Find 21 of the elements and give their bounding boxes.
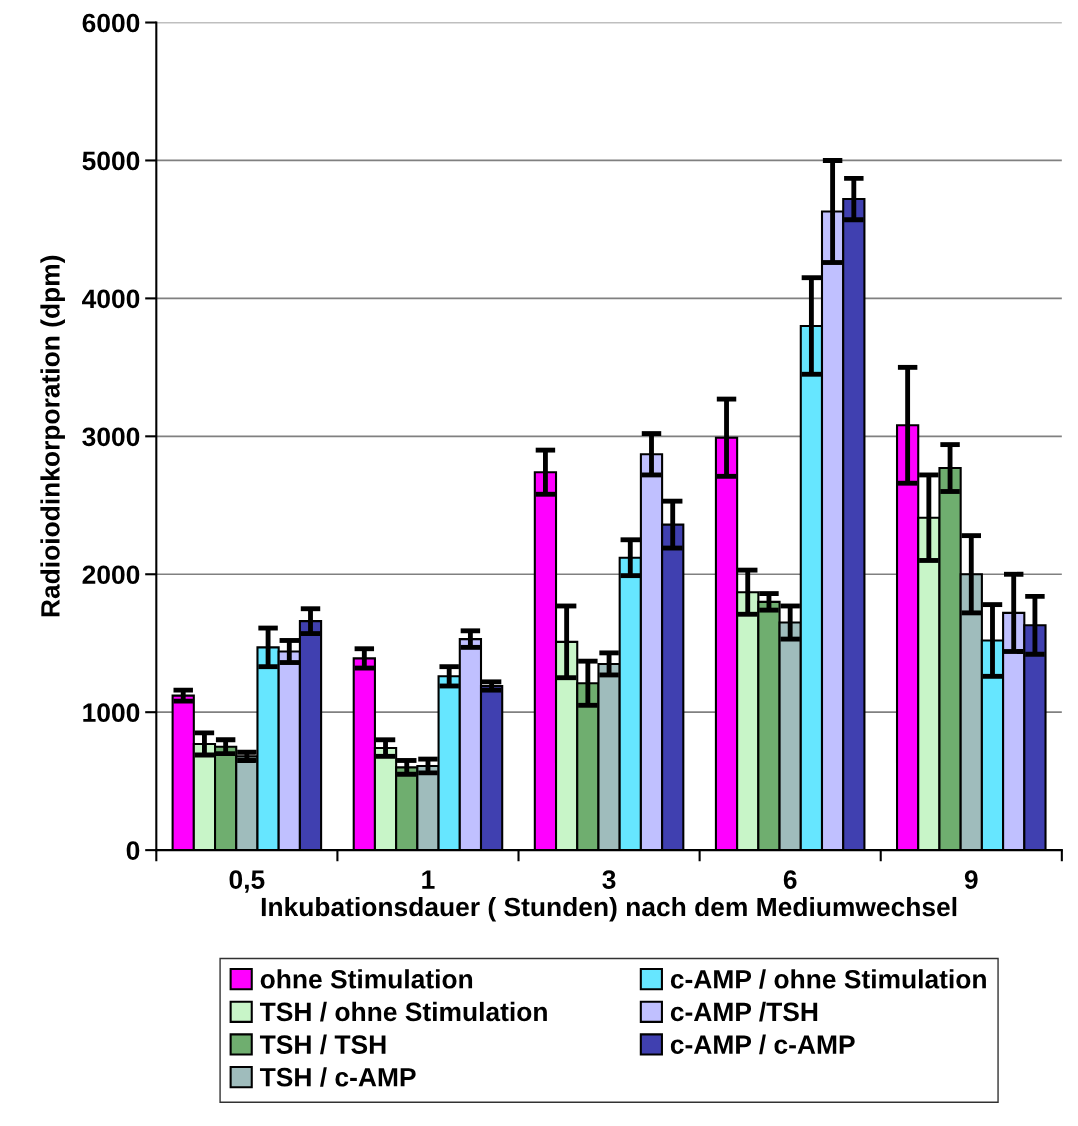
y-tick-label: 0 [126, 841, 140, 860]
legend-label: TSH / ohne Stimulation [259, 1001, 547, 1022]
x-tick-label: 1 [422, 870, 435, 889]
x-tick-label: 3 [602, 870, 616, 889]
y-tick-label: 3000 [82, 427, 140, 447]
legend-label: c-AMP /TSH [670, 1001, 818, 1022]
y-tick-label: 4000 [82, 289, 140, 309]
legend-label: ohne Stimulation [260, 969, 473, 989]
y-tick-label: 6000 [82, 13, 140, 33]
x-tick-label: 9 [964, 870, 978, 889]
y-tick-label: 1000 [83, 703, 140, 723]
legend-label: c-AMP / ohne Stimulation [670, 969, 986, 989]
x-tick-label: 6 [783, 870, 797, 889]
x-axis-title: Inkubationsdauer ( Stunden) nach dem Mediumwechsel [261, 896, 957, 922]
legend-label: TSH / c-AMP [259, 1067, 416, 1087]
legend-label: TSH / TSH [259, 1034, 386, 1055]
y-axis-title: Radioiodinkorporation (dpm) [40, 255, 65, 617]
x-tick-label: 0,5 [229, 870, 265, 893]
legend-label: c-AMP / c-AMP [670, 1034, 855, 1055]
y-tick-label: 5000 [82, 151, 140, 171]
y-tick-label: 2000 [82, 565, 140, 585]
